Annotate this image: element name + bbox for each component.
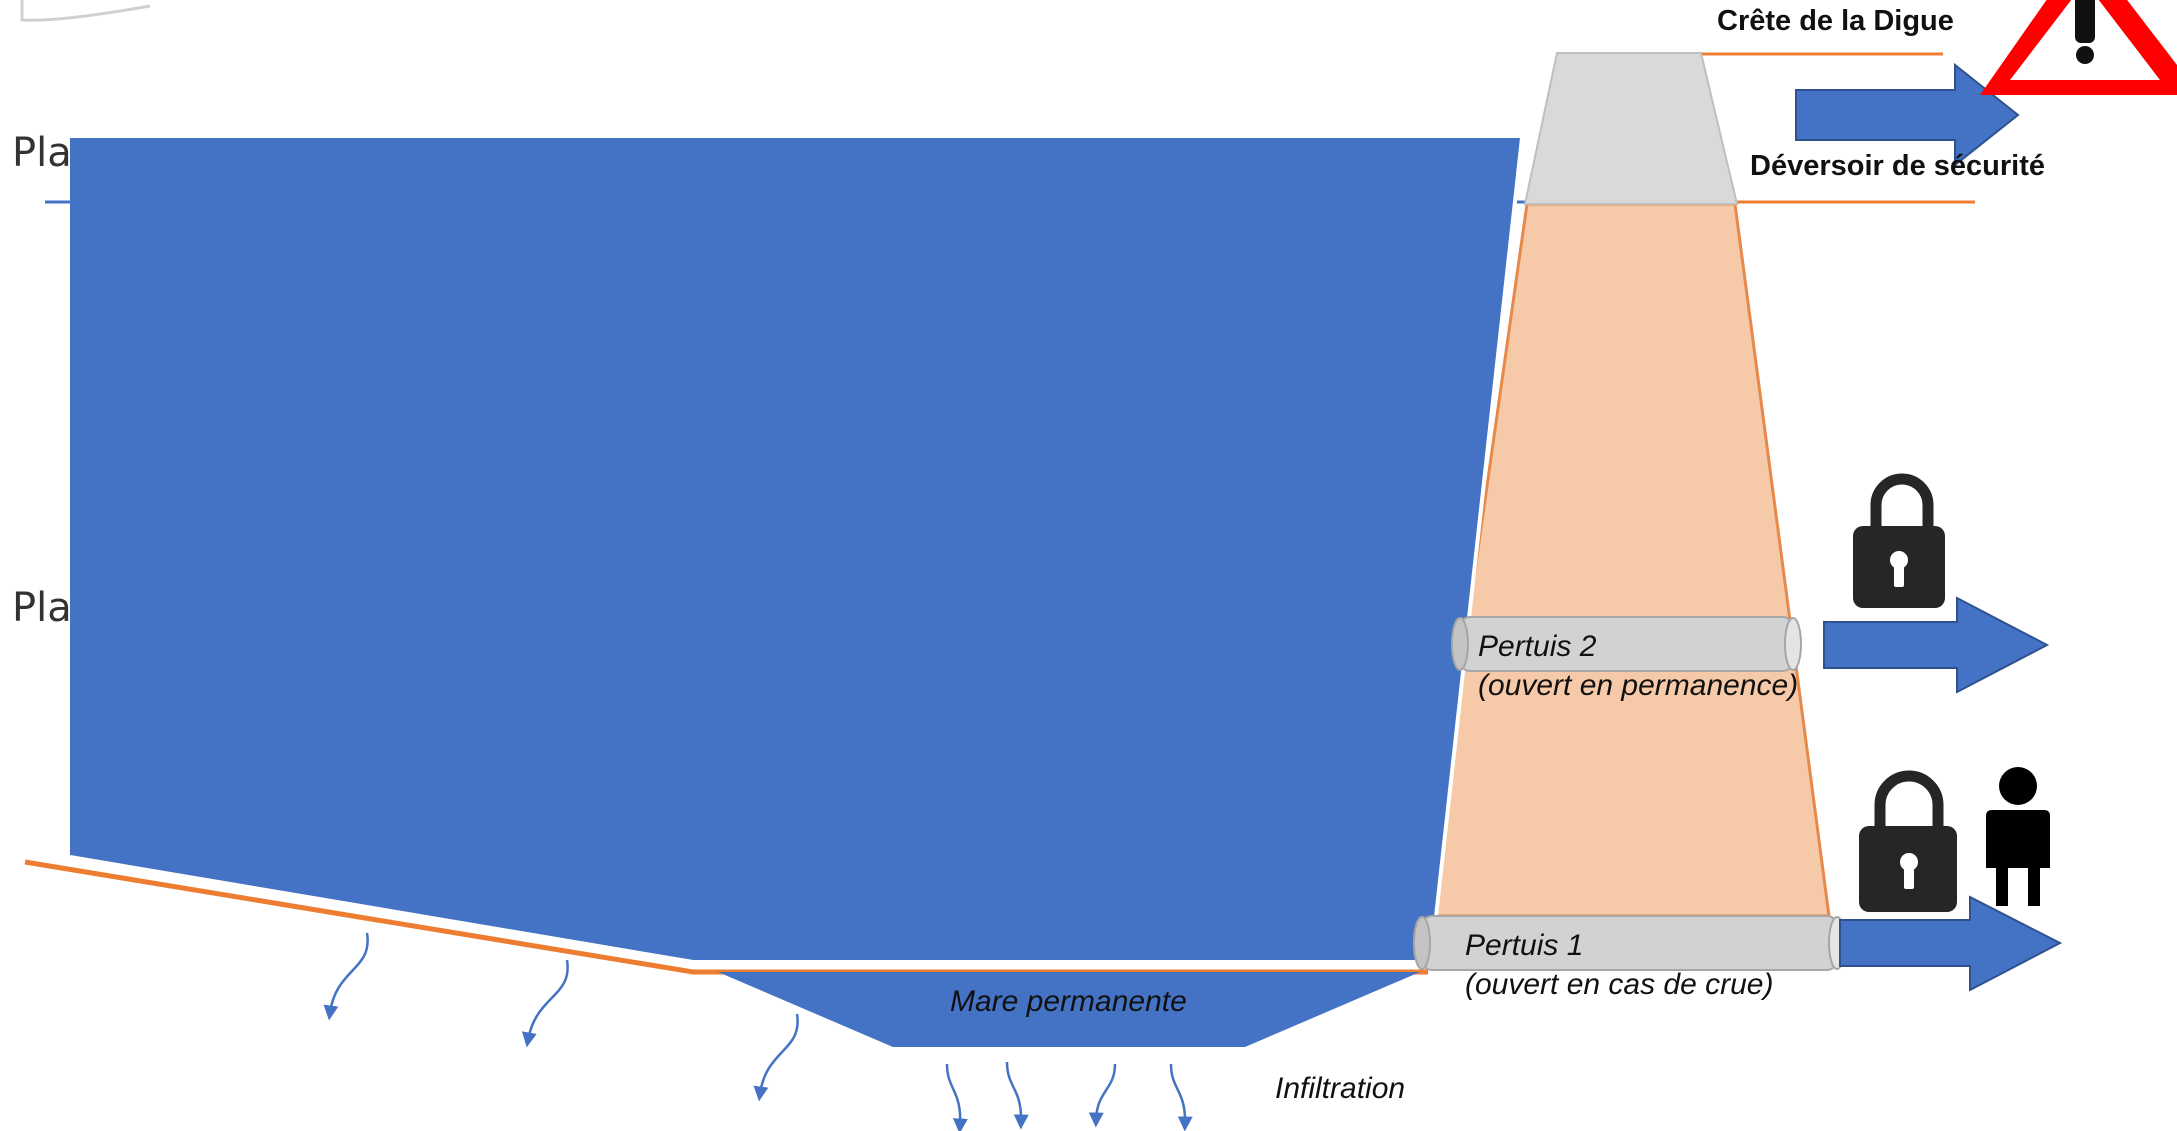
pertuis-1-state: (ouvert en cas de crue) — [1465, 968, 1774, 1001]
cut-off-label-top: Pla — [12, 130, 72, 176]
pertuis-2-outflow-arrow — [1823, 596, 2050, 694]
padlock-open-icon — [1853, 473, 1945, 608]
infiltration-arrow — [521, 959, 569, 1048]
spillway-label: Déversoir de sécurité — [1750, 150, 2045, 182]
corner-decoration — [20, 0, 151, 22]
infiltration-arrow — [323, 932, 369, 1021]
water-edge — [69, 137, 1524, 964]
pond-label: Mare permanente — [950, 985, 1187, 1018]
infiltration-arrow — [753, 1013, 799, 1102]
pertuis-1-label: Pertuis 1 — [1465, 929, 1584, 962]
infiltration-arrow — [1169, 1063, 1193, 1131]
pertuis-1-pipe-inlet — [1413, 916, 1431, 970]
infiltration-label: Infiltration — [1275, 1072, 1406, 1105]
spillway-outflow-arrow — [1795, 62, 2020, 168]
pertuis-2-pipe-inlet — [1451, 617, 1469, 671]
pertuis-1-outflow-arrow — [1839, 895, 2063, 992]
pertuis-2-label: Pertuis 2 — [1478, 630, 1597, 663]
padlock-closed-icon — [1859, 770, 1957, 912]
reservoir-water — [70, 138, 1522, 962]
crest-label: Crête de la Digue — [1717, 5, 1954, 37]
infiltration-arrow — [945, 1063, 968, 1131]
dam-crest — [1523, 52, 1739, 205]
cut-off-label-middle: Pla — [12, 585, 72, 631]
warning-triangle-icon — [1980, 0, 2177, 95]
infiltration-arrow — [1088, 1063, 1117, 1128]
pertuis-2-pipe-outlet — [1784, 617, 1802, 671]
infiltration-arrow — [1005, 1061, 1029, 1130]
person-icon — [1986, 767, 2050, 906]
permanent-pond — [718, 972, 1420, 1047]
pertuis-2-state: (ouvert en permanence) — [1478, 669, 1799, 702]
